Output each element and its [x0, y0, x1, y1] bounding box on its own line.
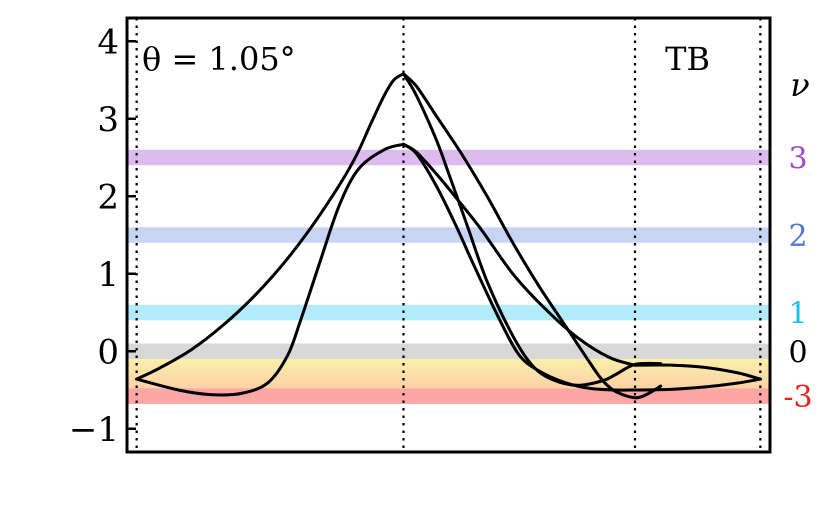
- filling-label-3: 0: [788, 335, 807, 370]
- filling-axis-title: ν: [790, 66, 809, 104]
- filling-band-0: [127, 149, 770, 166]
- filling-band-1: [127, 227, 770, 243]
- plot-frame: [125, 16, 772, 454]
- band-curve-2: [402, 72, 663, 400]
- band-curve-1: [135, 142, 405, 397]
- band-curves: [135, 72, 762, 400]
- y-tick-label-5: −1: [69, 410, 119, 450]
- band-curve-0: [135, 72, 405, 381]
- band-curve-7: [633, 377, 762, 392]
- filling-label-0: 3: [788, 142, 807, 177]
- y-axis: 4 3 2 1 0 −1: [69, 22, 136, 450]
- filling-gradient-band: [127, 359, 770, 390]
- y-tick-label-1: 3: [97, 100, 119, 140]
- filling-labels: 3 2 10 -3: [783, 142, 812, 416]
- y-tick-label-0: 4: [97, 22, 119, 62]
- model-tag: TB: [665, 40, 710, 78]
- band-curve-4: [402, 142, 637, 367]
- y-tick-label-3: 1: [97, 255, 119, 295]
- band-curve-3: [402, 72, 663, 387]
- band-curve-6: [633, 363, 762, 381]
- filling-band-3: [127, 343, 770, 359]
- band-curve-5: [402, 142, 637, 392]
- filling-label-2: 1: [788, 297, 807, 332]
- y-tick-label-4: 0: [97, 332, 119, 372]
- filling-band-4: [127, 388, 770, 404]
- y-tick-label-2: 2: [97, 177, 119, 217]
- filling-label-1: 2: [788, 219, 807, 254]
- filling-band-2: [127, 304, 770, 321]
- twist-angle-annotation: θ = 1.05°: [142, 40, 296, 78]
- filling-label-4: -3: [783, 380, 812, 415]
